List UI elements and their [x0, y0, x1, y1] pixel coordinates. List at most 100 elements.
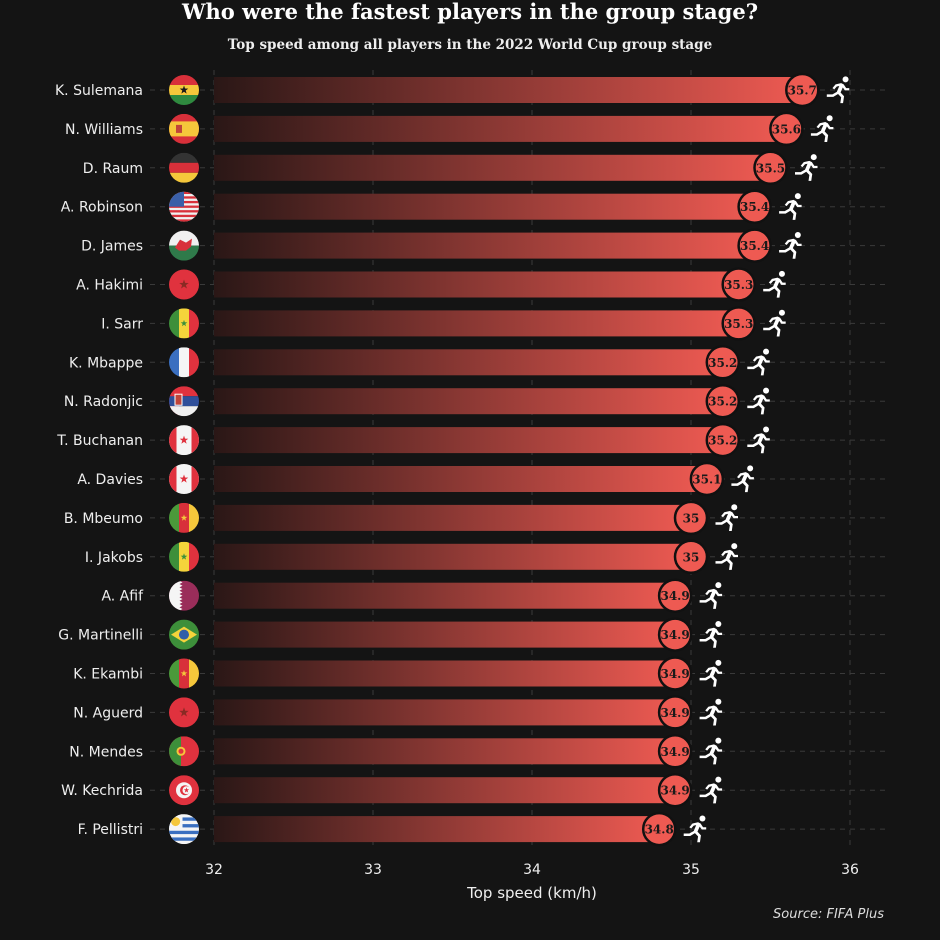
value-bubble [705, 422, 741, 458]
value-label: 35.7 [788, 84, 817, 98]
value-bubble [769, 111, 804, 147]
bar-row: N. Mendes 34.9 [69, 734, 885, 769]
value-label: 34.9 [660, 667, 689, 681]
bar [214, 154, 771, 181]
x-tick-label: 32 [205, 862, 223, 878]
bar-row: I. Sarr 35.3 [101, 306, 885, 341]
running-person-icon [715, 543, 738, 570]
bar-row: K. Sulemana 35.7 [55, 72, 885, 108]
flag-icon [169, 580, 199, 611]
bar-row: W. Kechrida 34.9 [61, 772, 885, 808]
player-label: N. Radonjic [64, 394, 143, 410]
x-axis-label: Top speed (km/h) [467, 884, 597, 902]
bar-row: N. Radonjic 35.2 [64, 383, 885, 419]
bar [214, 232, 755, 259]
value-bubble [673, 539, 709, 575]
player-label: A. Afif [101, 589, 144, 605]
player-label: F. Pellistri [78, 822, 143, 838]
player-label: D. James [81, 239, 143, 255]
bar [214, 777, 676, 804]
bar-row: F. Pellistri 34.8 [78, 811, 885, 847]
value-label: 35.3 [724, 317, 753, 331]
value-label: 35.6 [772, 122, 801, 136]
value-label: 34.9 [660, 745, 689, 759]
x-tick-label: 36 [841, 862, 859, 878]
running-person-icon [763, 270, 786, 298]
value-label: 35.3 [724, 278, 753, 292]
flag-icon [169, 541, 199, 572]
flag-icon [169, 658, 199, 689]
player-label: A. Robinson [61, 200, 143, 216]
bar [214, 466, 707, 492]
value-bubble [657, 734, 693, 769]
flag-icon [169, 386, 199, 417]
flag-icon [169, 736, 199, 767]
value-bubble [641, 811, 677, 847]
bar-row: N. Williams 35.6 [65, 111, 885, 147]
bar [214, 310, 739, 337]
flag-icon [169, 814, 199, 845]
x-tick-label: 33 [364, 862, 382, 878]
bar-row: K. Ekambi 34.9 [73, 656, 885, 691]
flag-icon [169, 502, 199, 533]
player-label: A. Hakimi [76, 278, 143, 294]
value-bubble [785, 72, 820, 108]
value-bubble [705, 383, 741, 419]
value-bubble [673, 500, 709, 536]
bar [214, 388, 723, 415]
value-label: 35.4 [740, 239, 769, 253]
bar [214, 427, 723, 454]
flag-icon [169, 191, 199, 222]
bar-row: D. Raum 35.5 [83, 150, 885, 186]
flag-icon [169, 775, 199, 806]
player-label: I. Jakobs [85, 550, 143, 566]
value-label: 34.8 [645, 823, 674, 837]
value-bubble [721, 306, 756, 341]
chart-subtitle: Top speed among all players in the 2022 … [227, 37, 713, 53]
bar [214, 115, 787, 142]
bar [214, 77, 803, 103]
value-bubble [737, 228, 772, 263]
running-person-icon [715, 504, 738, 532]
bar [214, 621, 676, 648]
player-label: N. Aguerd [73, 705, 143, 721]
player-label: T. Buchanan [56, 433, 143, 449]
value-bubble [657, 578, 693, 613]
flag-icon [169, 464, 199, 494]
bar [214, 193, 755, 220]
value-label: 34.9 [660, 784, 689, 798]
bar-row: I. Jakobs 35 [85, 539, 885, 575]
source-note: Source: FIFA Plus [773, 907, 884, 922]
flag-icon [169, 308, 199, 339]
running-person-icon [763, 309, 786, 337]
x-tick-label: 35 [682, 862, 700, 878]
bar [214, 816, 660, 843]
value-bubble [737, 189, 772, 224]
bar [214, 738, 676, 765]
bar-row: K. Mbappe 35.2 [69, 345, 885, 380]
player-label: I. Sarr [101, 316, 143, 332]
flag-icon [169, 619, 199, 650]
running-person-icon [683, 815, 707, 843]
bar [214, 582, 676, 609]
player-label: K. Mbappe [69, 355, 143, 371]
flag-icon [169, 75, 199, 105]
bar-row: A. Afif 34.9 [101, 578, 885, 613]
value-label: 35.1 [692, 473, 721, 487]
value-label: 35.2 [708, 395, 737, 409]
value-bubble [657, 617, 693, 652]
player-label: B. Mbeumo [64, 511, 143, 527]
bar [214, 271, 739, 298]
flag-icon [169, 152, 199, 183]
value-label: 34.9 [660, 589, 689, 603]
bar [214, 543, 691, 570]
value-bubble [689, 461, 725, 497]
bar [214, 349, 723, 376]
player-label: N. Mendes [69, 744, 143, 760]
bar-row: D. James 35.4 [81, 228, 885, 263]
flag-icon [169, 230, 199, 261]
player-label: A. Davies [77, 472, 143, 488]
bar [214, 699, 676, 726]
player-label: K. Ekambi [73, 667, 143, 683]
flag-icon [169, 697, 199, 728]
